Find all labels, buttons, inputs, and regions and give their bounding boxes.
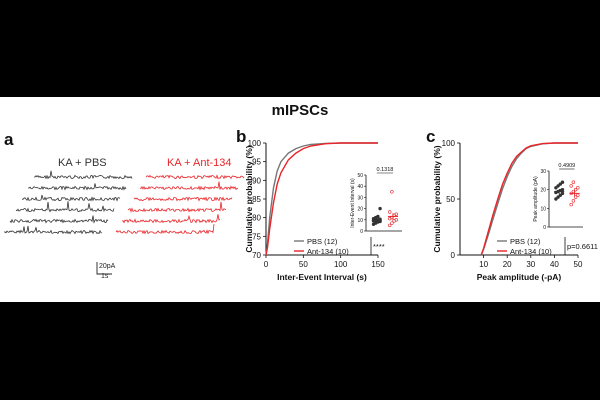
inset-y-tick-label: 0	[360, 229, 363, 235]
inset-point-ant-134	[390, 221, 394, 225]
series-line-1	[265, 142, 378, 256]
y-tick-label: 50	[446, 195, 455, 204]
inset-point-ant-134	[576, 186, 580, 190]
trace-ant-2	[133, 196, 233, 202]
y-axis-label: Cumulative probability (%)	[244, 145, 254, 252]
y-tick-label: 100	[442, 139, 456, 148]
inset-point-pbs	[560, 187, 565, 192]
inset-y-tick-label: 0	[543, 225, 546, 231]
inset-pvalue-label: 0.4909	[558, 163, 575, 169]
trace-pbs-0	[33, 170, 133, 180]
inset-point-pbs	[558, 193, 563, 197]
inset-point-pbs	[376, 214, 380, 219]
inset-y-tick-label: 30	[357, 195, 363, 201]
y-tick-label: 90	[252, 176, 261, 185]
trace-ant-0	[145, 174, 245, 180]
trace-pbs-1	[27, 183, 127, 191]
inset-point-ant-134	[394, 218, 399, 222]
inset-y-tick-label: 30	[540, 169, 546, 175]
inset-point-ant-134	[394, 212, 399, 216]
x-tick-label: 100	[334, 260, 348, 269]
legend-label-0: PBS (12)	[510, 237, 541, 246]
inset-point-ant-134	[388, 210, 392, 214]
y-tick-label: 70	[252, 251, 261, 260]
inset-y-tick-label: 20	[357, 207, 363, 213]
significance-label: ****	[373, 242, 385, 251]
x-tick-label: 40	[550, 260, 559, 269]
inset-point-pbs	[556, 195, 560, 199]
trace-pbs-5	[3, 225, 103, 235]
y-tick-label: 85	[252, 195, 261, 204]
inset-point-ant-134	[571, 199, 576, 203]
x-axis-label: Inter-Event Interval (s)	[277, 272, 367, 282]
inset-pvalue-label: 0.1318	[376, 167, 393, 173]
scale-time-label: 1s	[101, 273, 109, 280]
x-tick-label: 20	[503, 260, 512, 269]
inset-point-pbs	[556, 184, 560, 188]
inset-point-ant-134	[569, 184, 573, 188]
x-tick-label: 10	[479, 260, 488, 269]
inset-y-tick-label: 40	[357, 184, 363, 190]
x-tick-label: 150	[371, 260, 385, 269]
inset-y-axis-label: Peak amplitude (pA)	[533, 176, 539, 222]
trace-ant-1	[139, 181, 239, 191]
y-tick-label: 0	[451, 251, 456, 260]
y-axis-label: Cumulative probability (%)	[432, 145, 442, 252]
inset-point-pbs	[554, 197, 558, 201]
y-tick-label: 100	[248, 139, 262, 148]
figure: mIPSCs a KA + PBS KA + Ant-134 20pA 1s b…	[0, 97, 600, 302]
inset-point-ant-134	[388, 223, 392, 228]
inset-point-ant-134	[569, 202, 573, 207]
inset-point-ant-134	[573, 187, 578, 192]
x-tick-label: 30	[526, 260, 535, 269]
scale-amplitude-label: 20pA	[99, 263, 116, 270]
legend-label-1: Ant-134 (10)	[510, 247, 552, 256]
panel-b-letter: b	[236, 127, 247, 146]
inset-point-ant-134	[571, 180, 576, 184]
figure-title: mIPSCs	[271, 102, 329, 119]
x-axis-label: Peak amplitude (-pA)	[477, 272, 562, 282]
inset-y-tick-label: 50	[357, 173, 363, 179]
inset-point-pbs	[558, 182, 563, 186]
inset-point-ant-134	[576, 193, 580, 197]
inset-y-tick-label: 20	[540, 188, 546, 194]
x-tick-label: 50	[574, 260, 583, 269]
inset-point-ant-134	[390, 190, 394, 194]
legend-label-0: PBS (12)	[307, 237, 338, 246]
inset-y-axis-label: Inter-Event Interval (s)	[350, 178, 356, 228]
trace-ant-5	[115, 224, 215, 235]
series-line-1	[480, 142, 578, 256]
panel-a-letter: a	[4, 130, 14, 149]
inset-y-tick-label: 10	[357, 218, 363, 224]
significance-label: p=0.6611	[567, 242, 598, 251]
trace-ant-4	[121, 214, 221, 224]
y-tick-label: 80	[252, 214, 261, 223]
x-tick-label: 50	[299, 260, 308, 269]
trace-ant-3	[127, 201, 227, 213]
inset-point-pbs	[554, 186, 558, 190]
scale-bar	[96, 262, 112, 275]
y-tick-label: 95	[252, 158, 261, 167]
inset-point-ant-134	[573, 195, 578, 199]
condition-ant134-label: KA + Ant-134	[167, 157, 232, 169]
panel-c-letter: c	[426, 127, 436, 146]
trace-pbs-3	[15, 201, 115, 213]
inset-point-pbs	[560, 191, 565, 196]
condition-pbs-label: KA + PBS	[58, 157, 107, 169]
x-tick-label: 0	[264, 260, 269, 269]
trace-area	[3, 170, 245, 275]
y-tick-label: 75	[252, 232, 261, 241]
trace-pbs-4	[9, 215, 109, 224]
inset-y-tick-label: 10	[540, 206, 546, 212]
inset-point-pbs	[378, 206, 382, 211]
inset-point-pbs	[560, 180, 565, 184]
trace-pbs-2	[21, 194, 121, 202]
legend-label-1: Ant-134 (10)	[307, 247, 349, 256]
